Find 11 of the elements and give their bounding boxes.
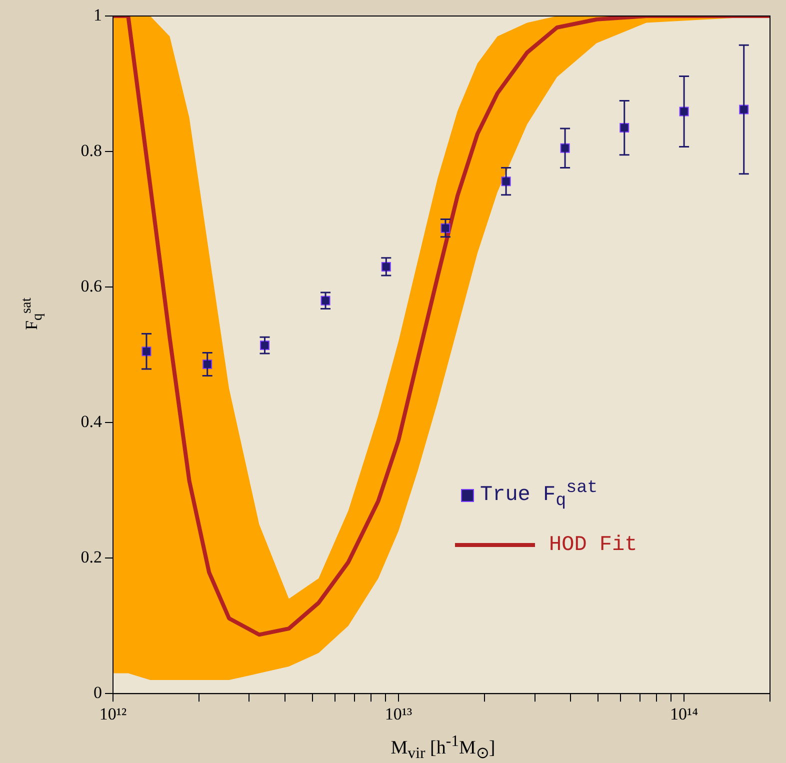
x-tick-label: 10¹²	[99, 704, 127, 724]
x-tick-label: 10¹⁴	[670, 704, 698, 724]
x-tick-label: 10¹³	[384, 704, 412, 724]
y-tick-label: 0.2	[80, 548, 102, 567]
y-tick-label: 0	[94, 683, 102, 702]
y-tick-label: 0.8	[80, 140, 102, 160]
y-tick-label: 0.4	[80, 412, 102, 432]
legend-label: HOD Fit	[549, 534, 638, 556]
y-tick-label: 0.6	[80, 276, 102, 296]
y-tick-label: 1	[94, 5, 102, 24]
x-axis-title: M$_{vir}$ [h$^{-1}$M$_{⊙}$]	[390, 733, 496, 763]
